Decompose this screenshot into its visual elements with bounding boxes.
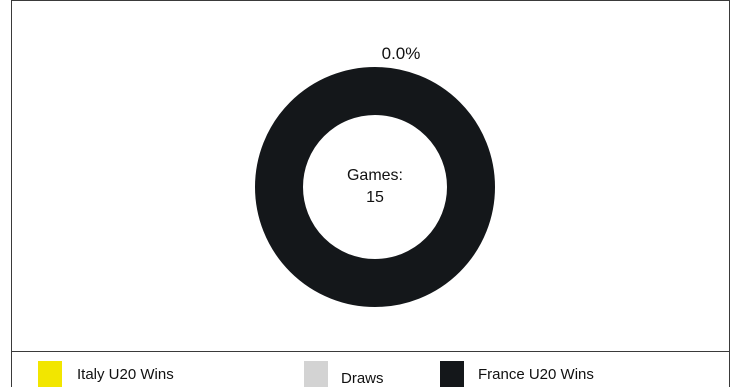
legend-label-draws: Draws [341, 370, 384, 387]
chart-frame [11, 0, 730, 387]
legend: Italy U20 Wins Draws France U20 Wins [0, 352, 732, 387]
donut-chart: 0.0% Games: 15 [255, 44, 495, 307]
legend-swatch-italy [38, 361, 62, 387]
legend-swatch-france [440, 361, 464, 387]
slice-france-u20-wins[interactable] [255, 67, 495, 307]
legend-label-italy: Italy U20 Wins [77, 366, 174, 383]
legend-swatch-draws [304, 361, 328, 387]
legend-item-draws[interactable]: Draws [304, 361, 384, 387]
data-label-italy-pct: 0.0% [382, 44, 421, 63]
center-text-label: Games: [347, 167, 403, 184]
legend-item-france-u20-wins[interactable]: France U20 Wins [440, 361, 594, 387]
legend-divider [11, 351, 730, 352]
center-text-value: 15 [366, 189, 384, 206]
legend-item-italy-u20-wins[interactable]: Italy U20 Wins [38, 361, 174, 387]
legend-label-france: France U20 Wins [478, 366, 594, 383]
donut-slices [255, 67, 495, 307]
